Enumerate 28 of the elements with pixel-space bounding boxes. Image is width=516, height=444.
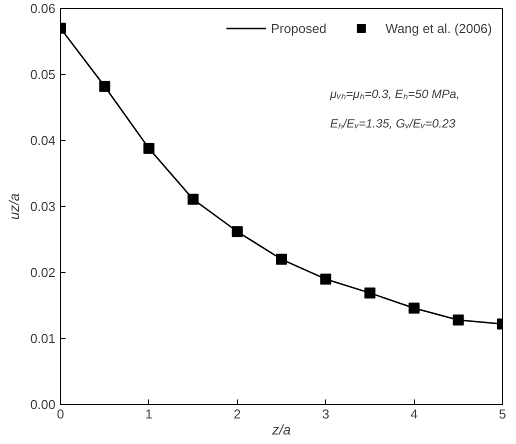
- x-tick-label: 5: [498, 406, 506, 422]
- y-tick-label: 0.04: [30, 133, 56, 148]
- x-tick-label: 1: [145, 406, 153, 422]
- x-axis-title: z/a: [271, 422, 292, 438]
- legend-label: Wang et al. (2006): [386, 20, 492, 36]
- point: [452, 314, 464, 326]
- point: [99, 80, 110, 92]
- annotation: Eₕ/Eᵥ=1.35, Gᵥ/Eᵥ=0.23: [330, 116, 456, 131]
- point: [232, 226, 243, 238]
- point: [188, 194, 199, 205]
- y-tick-label: 0.01: [30, 331, 56, 346]
- point: [364, 287, 376, 298]
- x-tick-label: 3: [322, 406, 330, 422]
- y-tick-label: 0.02: [30, 265, 56, 280]
- point: [320, 274, 332, 285]
- x-tick-label: 2: [234, 406, 241, 422]
- point: [408, 302, 420, 314]
- y-tick-label: 0.06: [30, 1, 56, 16]
- annotation: μᵥₕ=μₕ=0.3, Eₕ=50 MPa,: [329, 86, 460, 101]
- y-tick-label: 0.03: [30, 199, 56, 214]
- x-tick-label: 4: [410, 406, 418, 422]
- legend-label: Proposed: [270, 20, 327, 36]
- y-axis-title: uz/a: [6, 193, 22, 220]
- point: [143, 142, 154, 154]
- point: [276, 254, 287, 265]
- y-tick-label: 0.05: [30, 67, 56, 82]
- x-tick-label: 0: [56, 406, 64, 422]
- y-tick-label: 0.00: [30, 397, 56, 412]
